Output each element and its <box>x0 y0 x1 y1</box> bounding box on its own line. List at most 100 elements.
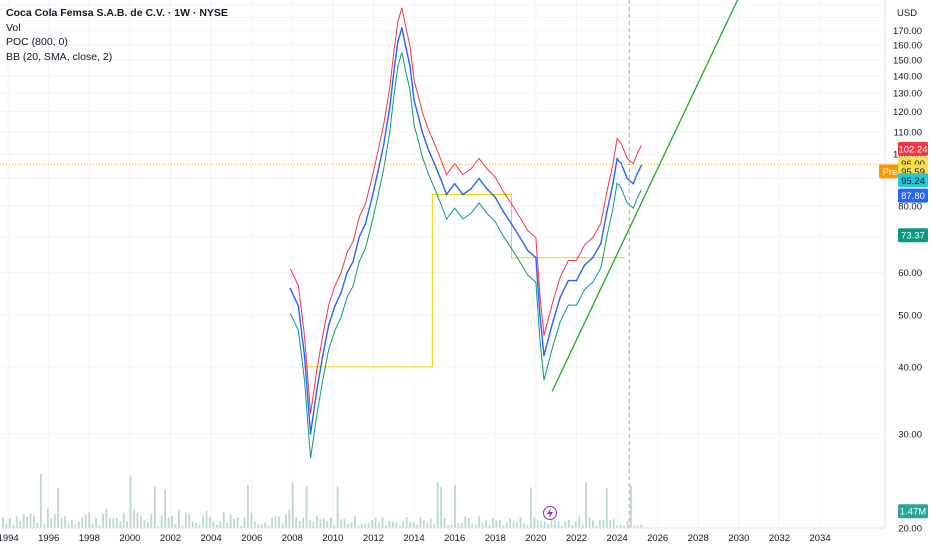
volume-bar <box>274 516 277 528</box>
volume-bar <box>474 524 477 528</box>
volume-bar <box>236 517 239 528</box>
volume-bar <box>578 516 581 528</box>
volume-bar <box>181 525 184 528</box>
trendline[interactable] <box>551 0 741 392</box>
x-tick-label: 2000 <box>119 533 140 544</box>
volume-bar <box>81 517 84 528</box>
volume-bar <box>171 515 173 528</box>
volume-bar <box>167 517 170 528</box>
volume-bar <box>447 525 449 528</box>
volume-bar <box>585 482 587 528</box>
volume-bar <box>253 521 256 528</box>
volume-bar <box>8 518 11 528</box>
y-axis[interactable]: 20.0030.0040.0050.0060.0070.0080.0090.00… <box>884 0 922 535</box>
price-point <box>567 279 570 282</box>
x-tick-label: 2018 <box>485 533 506 544</box>
price-point <box>433 162 436 165</box>
volume-bar <box>554 520 556 528</box>
volume-bar <box>281 523 284 528</box>
volume-bar <box>15 515 18 528</box>
volume-bar <box>198 524 201 528</box>
price-line <box>289 27 643 434</box>
time-markers <box>0 0 885 528</box>
x-tick-label: 2032 <box>769 533 790 544</box>
price-point <box>303 354 306 357</box>
volume-bar <box>29 513 32 528</box>
price-point <box>575 279 578 282</box>
x-tick-label: 2014 <box>404 533 425 544</box>
volume-bar <box>136 512 139 528</box>
badge-bg <box>898 173 928 188</box>
x-tick-label: 2026 <box>647 533 668 544</box>
volume-bar <box>102 513 104 528</box>
volume-bar <box>74 524 77 528</box>
volume-bar <box>84 515 87 528</box>
volume-bar <box>567 519 570 528</box>
volume-bar <box>630 485 632 528</box>
volume-bar <box>509 518 512 528</box>
currency-label[interactable]: USD <box>897 8 918 19</box>
price-point <box>340 292 342 294</box>
y-tick-label: 30.00 <box>898 429 922 440</box>
x-tick-label: 2022 <box>566 533 587 544</box>
symbol-title[interactable]: Coca Cola Femsa S.A.B. de C.V. · 1W · NY… <box>6 7 228 19</box>
price-point <box>346 271 348 274</box>
volume-bar <box>367 522 370 528</box>
volume-bar <box>529 487 532 528</box>
volume-bar <box>505 522 508 528</box>
volume-bar <box>374 517 377 528</box>
volume-bar <box>226 523 229 528</box>
volume-bar <box>309 519 311 528</box>
price-point <box>612 182 614 185</box>
indicator-poc[interactable]: POC (800, 0) <box>6 36 68 48</box>
pre-tag-bg <box>879 164 901 179</box>
volume-bar <box>326 520 329 528</box>
x-tick-label: 2006 <box>241 533 262 544</box>
trendline-line[interactable] <box>551 0 741 392</box>
x-tick-label: 2030 <box>728 533 749 544</box>
x-tick-label: 2028 <box>688 533 709 544</box>
volume-bar <box>316 516 318 528</box>
volume-bar <box>595 525 598 528</box>
volume-bar <box>371 520 374 528</box>
indicator-volume[interactable]: Vol <box>6 21 21 34</box>
price-series <box>289 27 643 435</box>
volume-bar <box>364 523 367 528</box>
price-point <box>297 305 300 307</box>
volume-bar <box>322 518 325 528</box>
volume-bar <box>36 522 39 528</box>
volume-bar <box>229 514 232 528</box>
volume-bars <box>2 474 643 528</box>
volume-bar <box>426 522 429 528</box>
price-point <box>616 157 618 160</box>
price-point <box>445 193 448 196</box>
x-axis[interactable]: 1994 1996 1998 2000 2002 2004 2006 2008 2010 2012… <box>0 527 885 544</box>
price-point <box>583 264 586 266</box>
x-tick-label: 2024 <box>606 533 627 544</box>
volume-bar <box>271 518 273 528</box>
price-badge: 1.47M <box>898 504 928 519</box>
volume-bar <box>143 520 146 528</box>
volume-bar <box>109 518 111 528</box>
volume-bar <box>516 521 518 528</box>
volume-bar <box>119 521 122 528</box>
volume-bar <box>71 519 73 528</box>
y-tick-label: 140.00 <box>893 71 922 82</box>
volume-bar <box>405 516 408 528</box>
y-tick-label: 40.00 <box>898 362 922 373</box>
indicator-bollinger[interactable]: BB (20, SMA, close, 2) <box>6 50 113 63</box>
price-point <box>626 177 629 180</box>
volume-bar <box>460 522 463 528</box>
volume-bar <box>457 523 460 528</box>
poc-line <box>304 194 626 368</box>
volume-bar <box>312 521 315 528</box>
price-point <box>388 106 391 109</box>
volume-bar <box>188 514 191 528</box>
volume-bar <box>592 520 594 528</box>
x-tick-label: 2004 <box>201 533 222 544</box>
volume-bar <box>184 513 187 528</box>
x-tick-label: 2008 <box>282 533 303 544</box>
price-point <box>409 65 411 67</box>
volume-bar <box>526 525 529 528</box>
